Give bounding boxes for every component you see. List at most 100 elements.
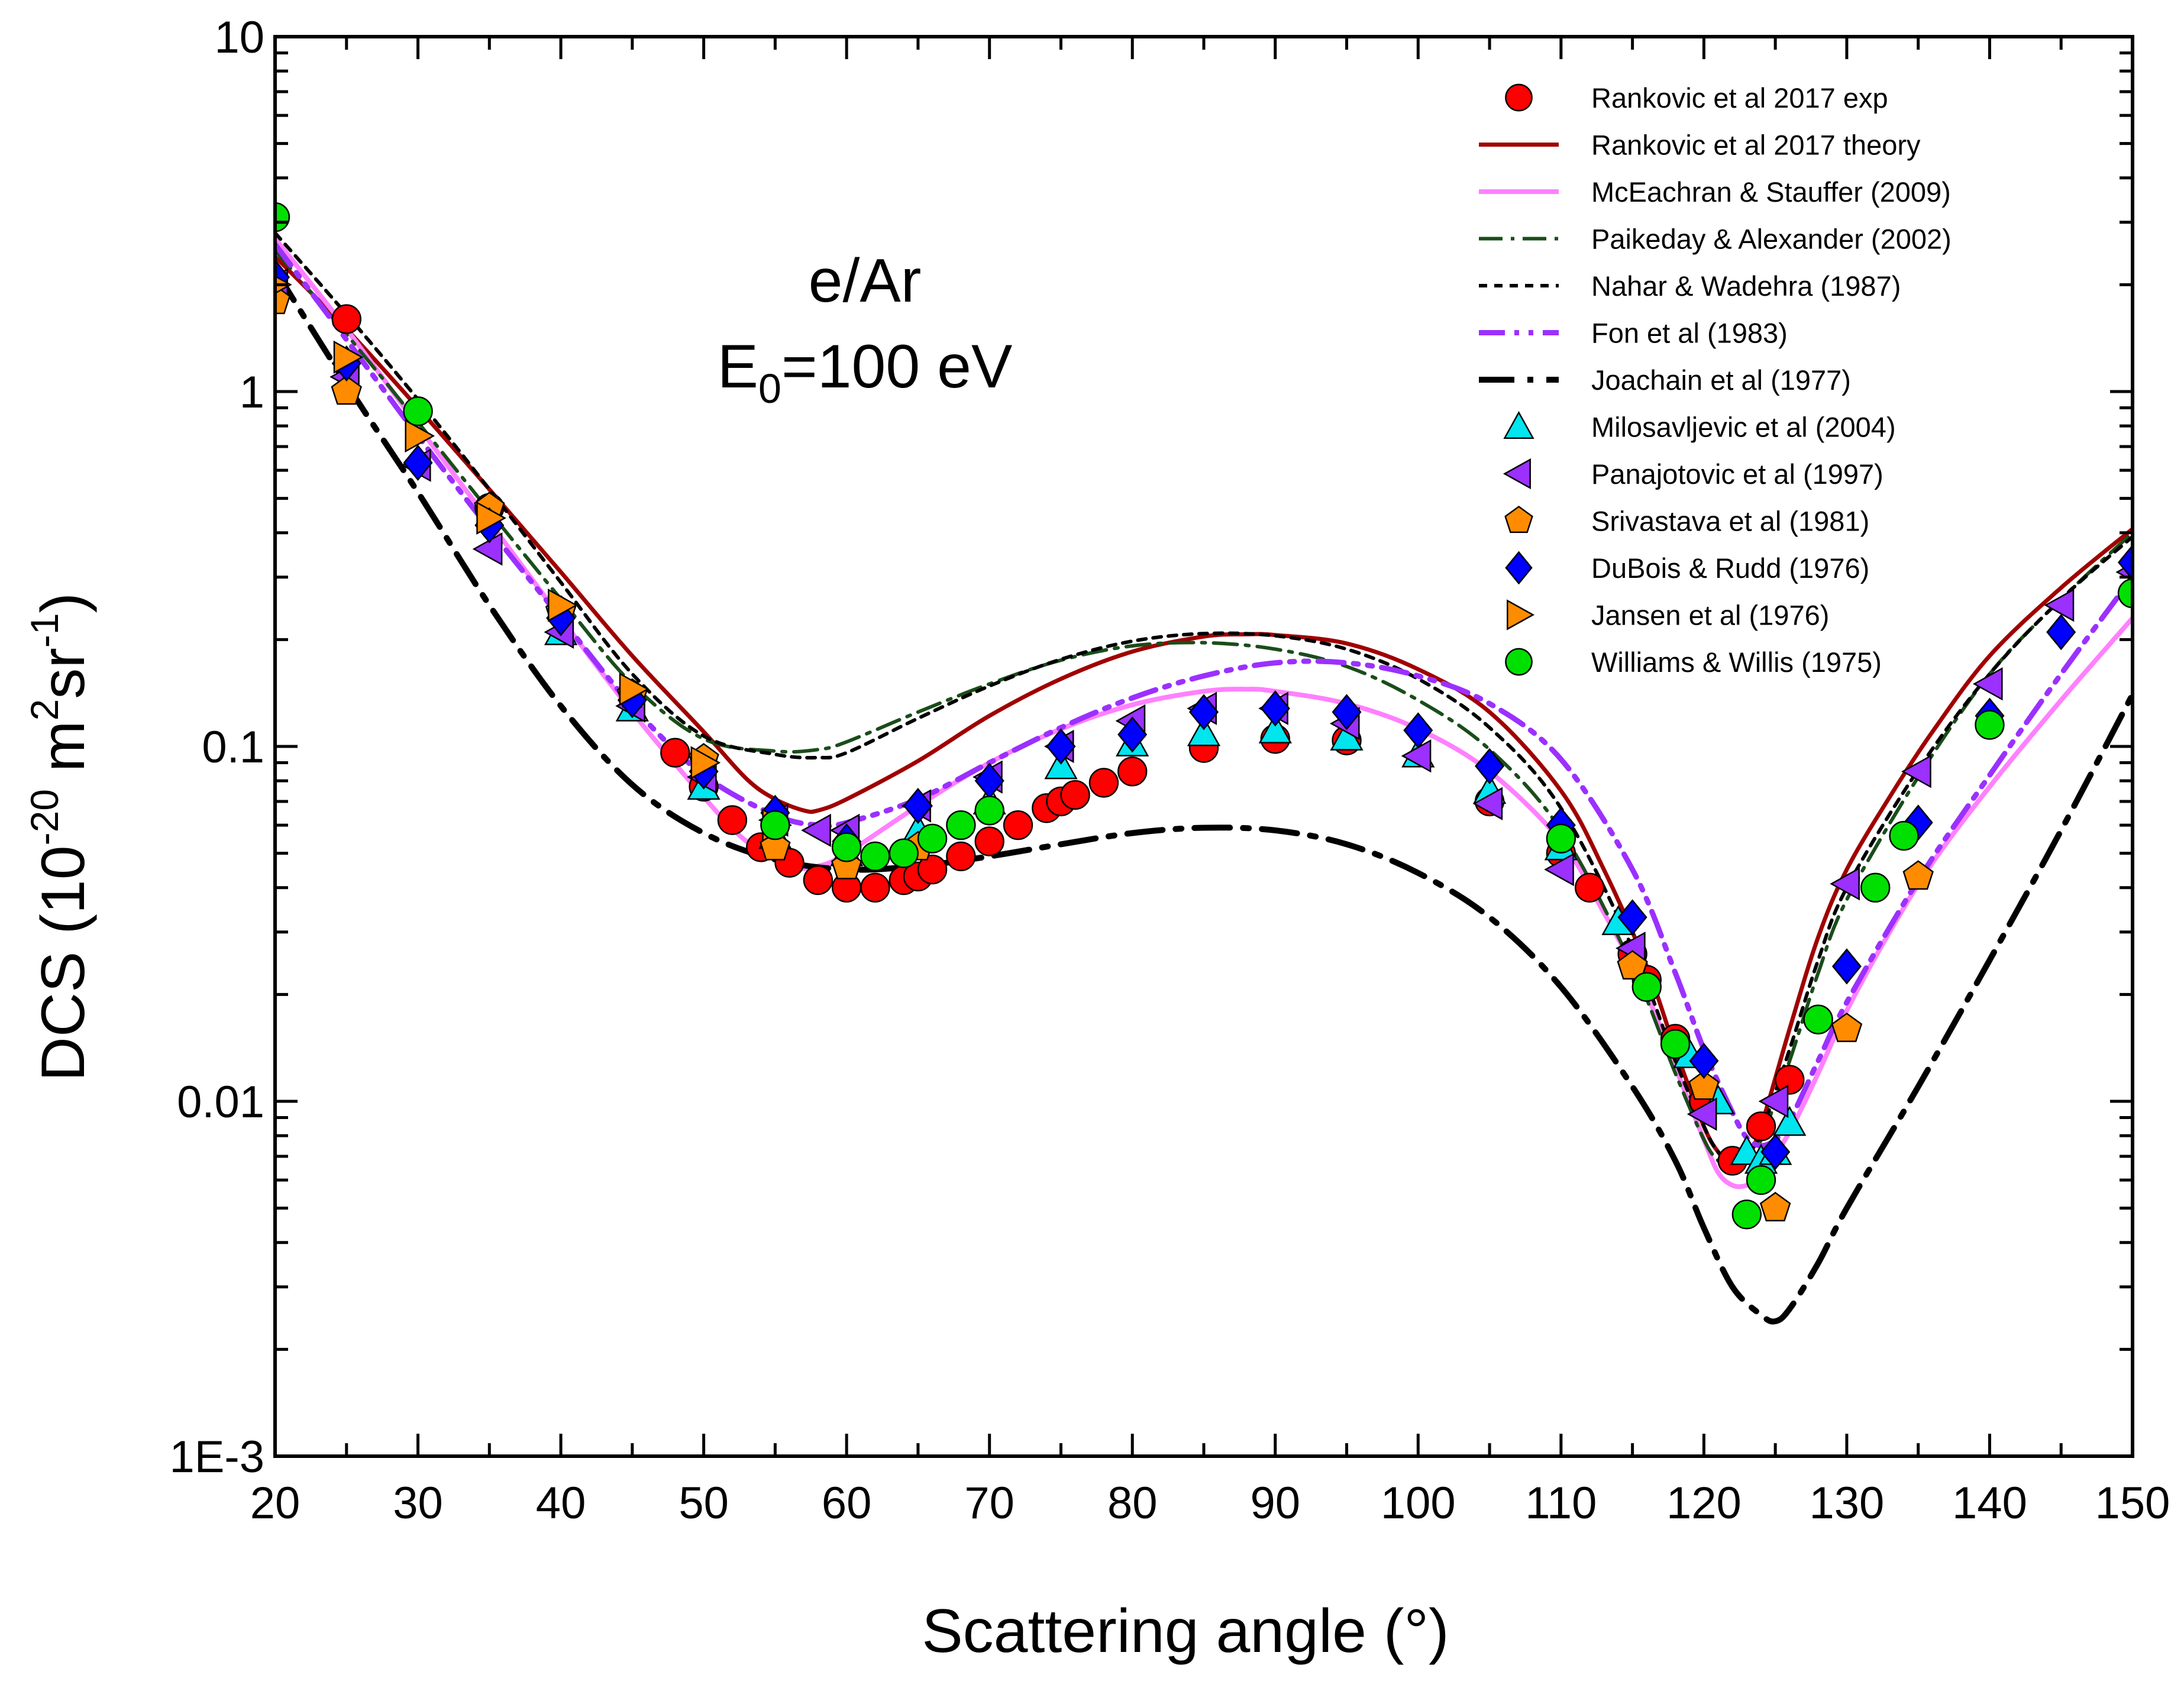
data-point-10-19: [1617, 899, 1647, 936]
axes: [273, 35, 2134, 1458]
tick-labels: 20 30 40 50 60 70 80 90 100 110 120 130 140 1501E-30.…: [169, 12, 2170, 1528]
data-point-0-20: [1117, 756, 1148, 787]
legend-label: Jansen et al (1976): [1591, 600, 1829, 631]
x-tick-label: 110: [1525, 1478, 1597, 1528]
y-title-exp1: -20: [22, 789, 66, 845]
data-point-9-13: [1902, 860, 1934, 890]
y-tick-label: 1: [240, 367, 264, 418]
legend-item-3: Paikeday & Alexander (2002): [1479, 224, 1952, 255]
x-tick-label: 40: [536, 1478, 586, 1528]
data-point-8-22: [1758, 1084, 1789, 1118]
legend-label: Panajotovic et al (1997): [1591, 458, 1883, 490]
legend-item-12: Williams & Willis (1975): [1505, 646, 1882, 678]
data-point-8-17: [1401, 739, 1432, 773]
data-point-12-18: [2117, 578, 2133, 609]
legend-label: Rankovic et al 2017 theory: [1591, 130, 1921, 161]
data-point-8-19: [1544, 852, 1574, 887]
data-point-10-22: [1831, 948, 1862, 985]
data-point-7-10: [1258, 713, 1292, 743]
data-point-0-33: [1775, 1065, 1805, 1095]
data-point-12-6: [917, 823, 948, 853]
legend-swatch: [1507, 599, 1535, 631]
legend-item-0: Rankovic et al 2017 exp: [1505, 82, 1888, 114]
data-point-12-1: [403, 396, 433, 426]
data-point-8-26: [2044, 589, 2075, 622]
y-tick-label: 0.1: [202, 722, 264, 772]
x-tick-label: 20: [250, 1478, 301, 1528]
x-axis-title: Scattering angle (°): [922, 1597, 1449, 1666]
legend-label: Srivastava et al (1981): [1591, 506, 1869, 537]
series-markers-12: [275, 202, 2133, 1230]
x-tick-label: 100: [1381, 1478, 1456, 1528]
data-point-10-20: [1689, 1043, 1719, 1079]
data-point-8-25: [1972, 667, 2003, 701]
series-line-6: [275, 267, 2133, 1325]
series-line-5: [275, 241, 2133, 1149]
data-point-8-18: [1472, 787, 1503, 820]
data-point-11-1: [333, 340, 364, 374]
data-point-12-11: [1660, 1029, 1691, 1059]
legend-item-8: Panajotovic et al (1997): [1503, 458, 1883, 490]
x-tick-label: 140: [1952, 1478, 2027, 1528]
legend-label: Williams & Willis (1975): [1591, 646, 1882, 678]
data-point-10-12: [1117, 716, 1148, 753]
legend-label: Milosavljevic et al (2004): [1591, 412, 1896, 443]
annotation-e-subscript: 0: [758, 366, 781, 412]
data-point-12-7: [946, 810, 976, 840]
data-point-8-23: [1830, 867, 1860, 901]
data-point-12-4: [860, 841, 890, 872]
data-point-12-9: [1546, 823, 1576, 853]
data-point-0-9: [860, 872, 890, 903]
series-line-4: [275, 231, 2133, 1163]
data-point-0-19: [1088, 768, 1119, 798]
data-point-11-3: [476, 501, 506, 535]
x-tick-label: 130: [1810, 1478, 1885, 1528]
legend-item-11: Jansen et al (1976): [1507, 599, 1829, 631]
data-point-0-0: [331, 304, 361, 334]
data-point-9-0: [275, 284, 291, 315]
data-point-12-0: [275, 202, 290, 232]
legend-item-7: Milosavljevic et al (2004): [1503, 410, 1896, 443]
data-point-10-2: [403, 444, 433, 481]
data-point-9-9: [1617, 950, 1648, 980]
x-tick-label: 90: [1250, 1478, 1300, 1528]
data-point-10-14: [1260, 690, 1290, 727]
data-point-0-13: [946, 841, 976, 872]
annotation-energy: =100 eV: [781, 332, 1012, 401]
x-tick-label: 30: [393, 1478, 443, 1528]
y-title-mid: m: [29, 720, 98, 789]
legend-swatch: [1503, 410, 1534, 439]
y-tick-label: 10: [214, 12, 264, 63]
data-point-8-21: [1687, 1097, 1717, 1131]
x-tick-label: 70: [964, 1478, 1015, 1528]
data-point-11-2: [405, 419, 435, 453]
legend-label: Rankovic et al 2017 exp: [1591, 82, 1888, 114]
legend-swatch: [1505, 648, 1533, 676]
data-point-0-15: [1003, 810, 1033, 840]
legend-item-10: DuBois & Rudd (1976): [1505, 551, 1869, 585]
y-title-post: ): [29, 593, 98, 613]
data-point-7-7: [1044, 749, 1078, 780]
data-point-0-2: [660, 738, 690, 768]
data-point-10-26: [2117, 544, 2133, 581]
data-point-0-4: [717, 805, 748, 835]
legend-label: McEachran & Stauffer (2009): [1591, 176, 1951, 208]
data-point-10-25: [2046, 614, 2076, 651]
legend-swatch: [1504, 505, 1533, 534]
y-tick-label: 1E-3: [169, 1432, 264, 1482]
y-title-exp2: 2: [22, 699, 66, 721]
data-point-11-5: [619, 672, 650, 706]
x-tick-label: 60: [822, 1478, 872, 1528]
data-point-12-3: [831, 832, 862, 862]
data-point-10-13: [1188, 694, 1219, 730]
legend-item-5: Fon et al (1983): [1479, 318, 1788, 349]
data-point-10-17: [1475, 748, 1505, 784]
legend-label: Nahar & Wadehra (1987): [1591, 270, 1901, 302]
data-point-12-10: [1631, 972, 1662, 1002]
x-tick-label: 120: [1666, 1478, 1742, 1528]
data-point-9-10: [1688, 1070, 1720, 1100]
x-tick-label: 150: [2095, 1478, 2170, 1528]
data-point-12-14: [1803, 1004, 1833, 1034]
data-point-10-9: [903, 787, 933, 825]
